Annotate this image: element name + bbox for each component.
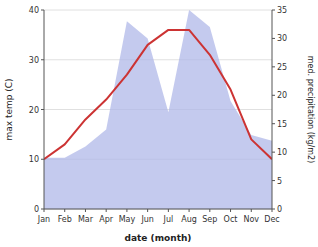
x-tick — [147, 209, 148, 212]
x-tick — [126, 209, 127, 212]
x-tick-label: Mar — [78, 215, 94, 224]
y2-tick — [272, 10, 275, 11]
x-tick — [168, 209, 169, 212]
x-tick-label: Sep — [202, 215, 217, 224]
x-axis-label: date (month) — [125, 233, 192, 243]
x-tick-label: Nov — [243, 215, 259, 224]
y-tick — [41, 59, 44, 60]
y2-tick-label: 15 — [277, 120, 287, 129]
y-tick-label: 20 — [29, 106, 39, 115]
x-tick-label: Dec — [264, 215, 279, 224]
y-tick-label: 40 — [29, 6, 39, 15]
grid-line — [44, 209, 272, 210]
x-tick-label: Jul — [163, 215, 174, 224]
y2-tick — [272, 123, 275, 124]
x-tick-label: Oct — [224, 215, 238, 224]
chart: JanFebMarAprMayJunJulAugSepOctNovDec0102… — [0, 0, 318, 247]
x-tick — [85, 209, 86, 212]
y2-tick-label: 35 — [277, 6, 287, 15]
plot-area — [44, 10, 272, 209]
y2-tick-label: 0 — [277, 205, 282, 214]
x-tick-label: May — [119, 215, 136, 224]
y2-tick — [272, 180, 275, 181]
grid — [44, 10, 272, 209]
y-tick — [41, 209, 44, 210]
x-tick-label: Feb — [58, 215, 72, 224]
y-axis-label: max temp (C) — [4, 78, 14, 140]
y2-tick-label: 30 — [277, 34, 287, 43]
y2-tick — [272, 66, 275, 67]
y2-tick-label: 20 — [277, 91, 287, 100]
y-tick-label: 10 — [29, 155, 39, 164]
y2-tick — [272, 38, 275, 39]
y2-tick-label: 5 — [277, 177, 282, 186]
y2-tick-label: 25 — [277, 63, 287, 72]
grid-line — [44, 59, 272, 60]
x-tick-label: Apr — [99, 215, 114, 224]
y2-tick — [272, 95, 275, 96]
x-tick — [209, 209, 210, 212]
x-tick — [64, 209, 65, 212]
y2-tick — [272, 209, 275, 210]
y2-tick — [272, 152, 275, 153]
temp-line — [44, 30, 272, 159]
y-tick — [41, 159, 44, 160]
x-tick-label: Jan — [37, 215, 50, 224]
x-tick — [106, 209, 107, 212]
y2-axis-label: med. precipitation (kg/m2) — [306, 56, 315, 163]
y-tick — [41, 10, 44, 11]
y-tick-label: 30 — [29, 56, 39, 65]
x-tick — [251, 209, 252, 212]
x-tick-label: Jun — [140, 215, 154, 224]
x-axis-line — [44, 209, 272, 210]
y2-tick-label: 10 — [277, 148, 287, 157]
x-tick-label: Aug — [181, 215, 197, 224]
axes: JanFebMarAprMayJunJulAugSepOctNovDec0102… — [29, 6, 287, 224]
y-tick — [41, 109, 44, 110]
precip-area — [44, 10, 272, 209]
grid-line — [44, 10, 272, 11]
y-tick-label: 0 — [34, 205, 39, 214]
x-tick — [230, 209, 231, 212]
x-tick — [189, 209, 190, 212]
y2-axis-line — [272, 10, 273, 209]
